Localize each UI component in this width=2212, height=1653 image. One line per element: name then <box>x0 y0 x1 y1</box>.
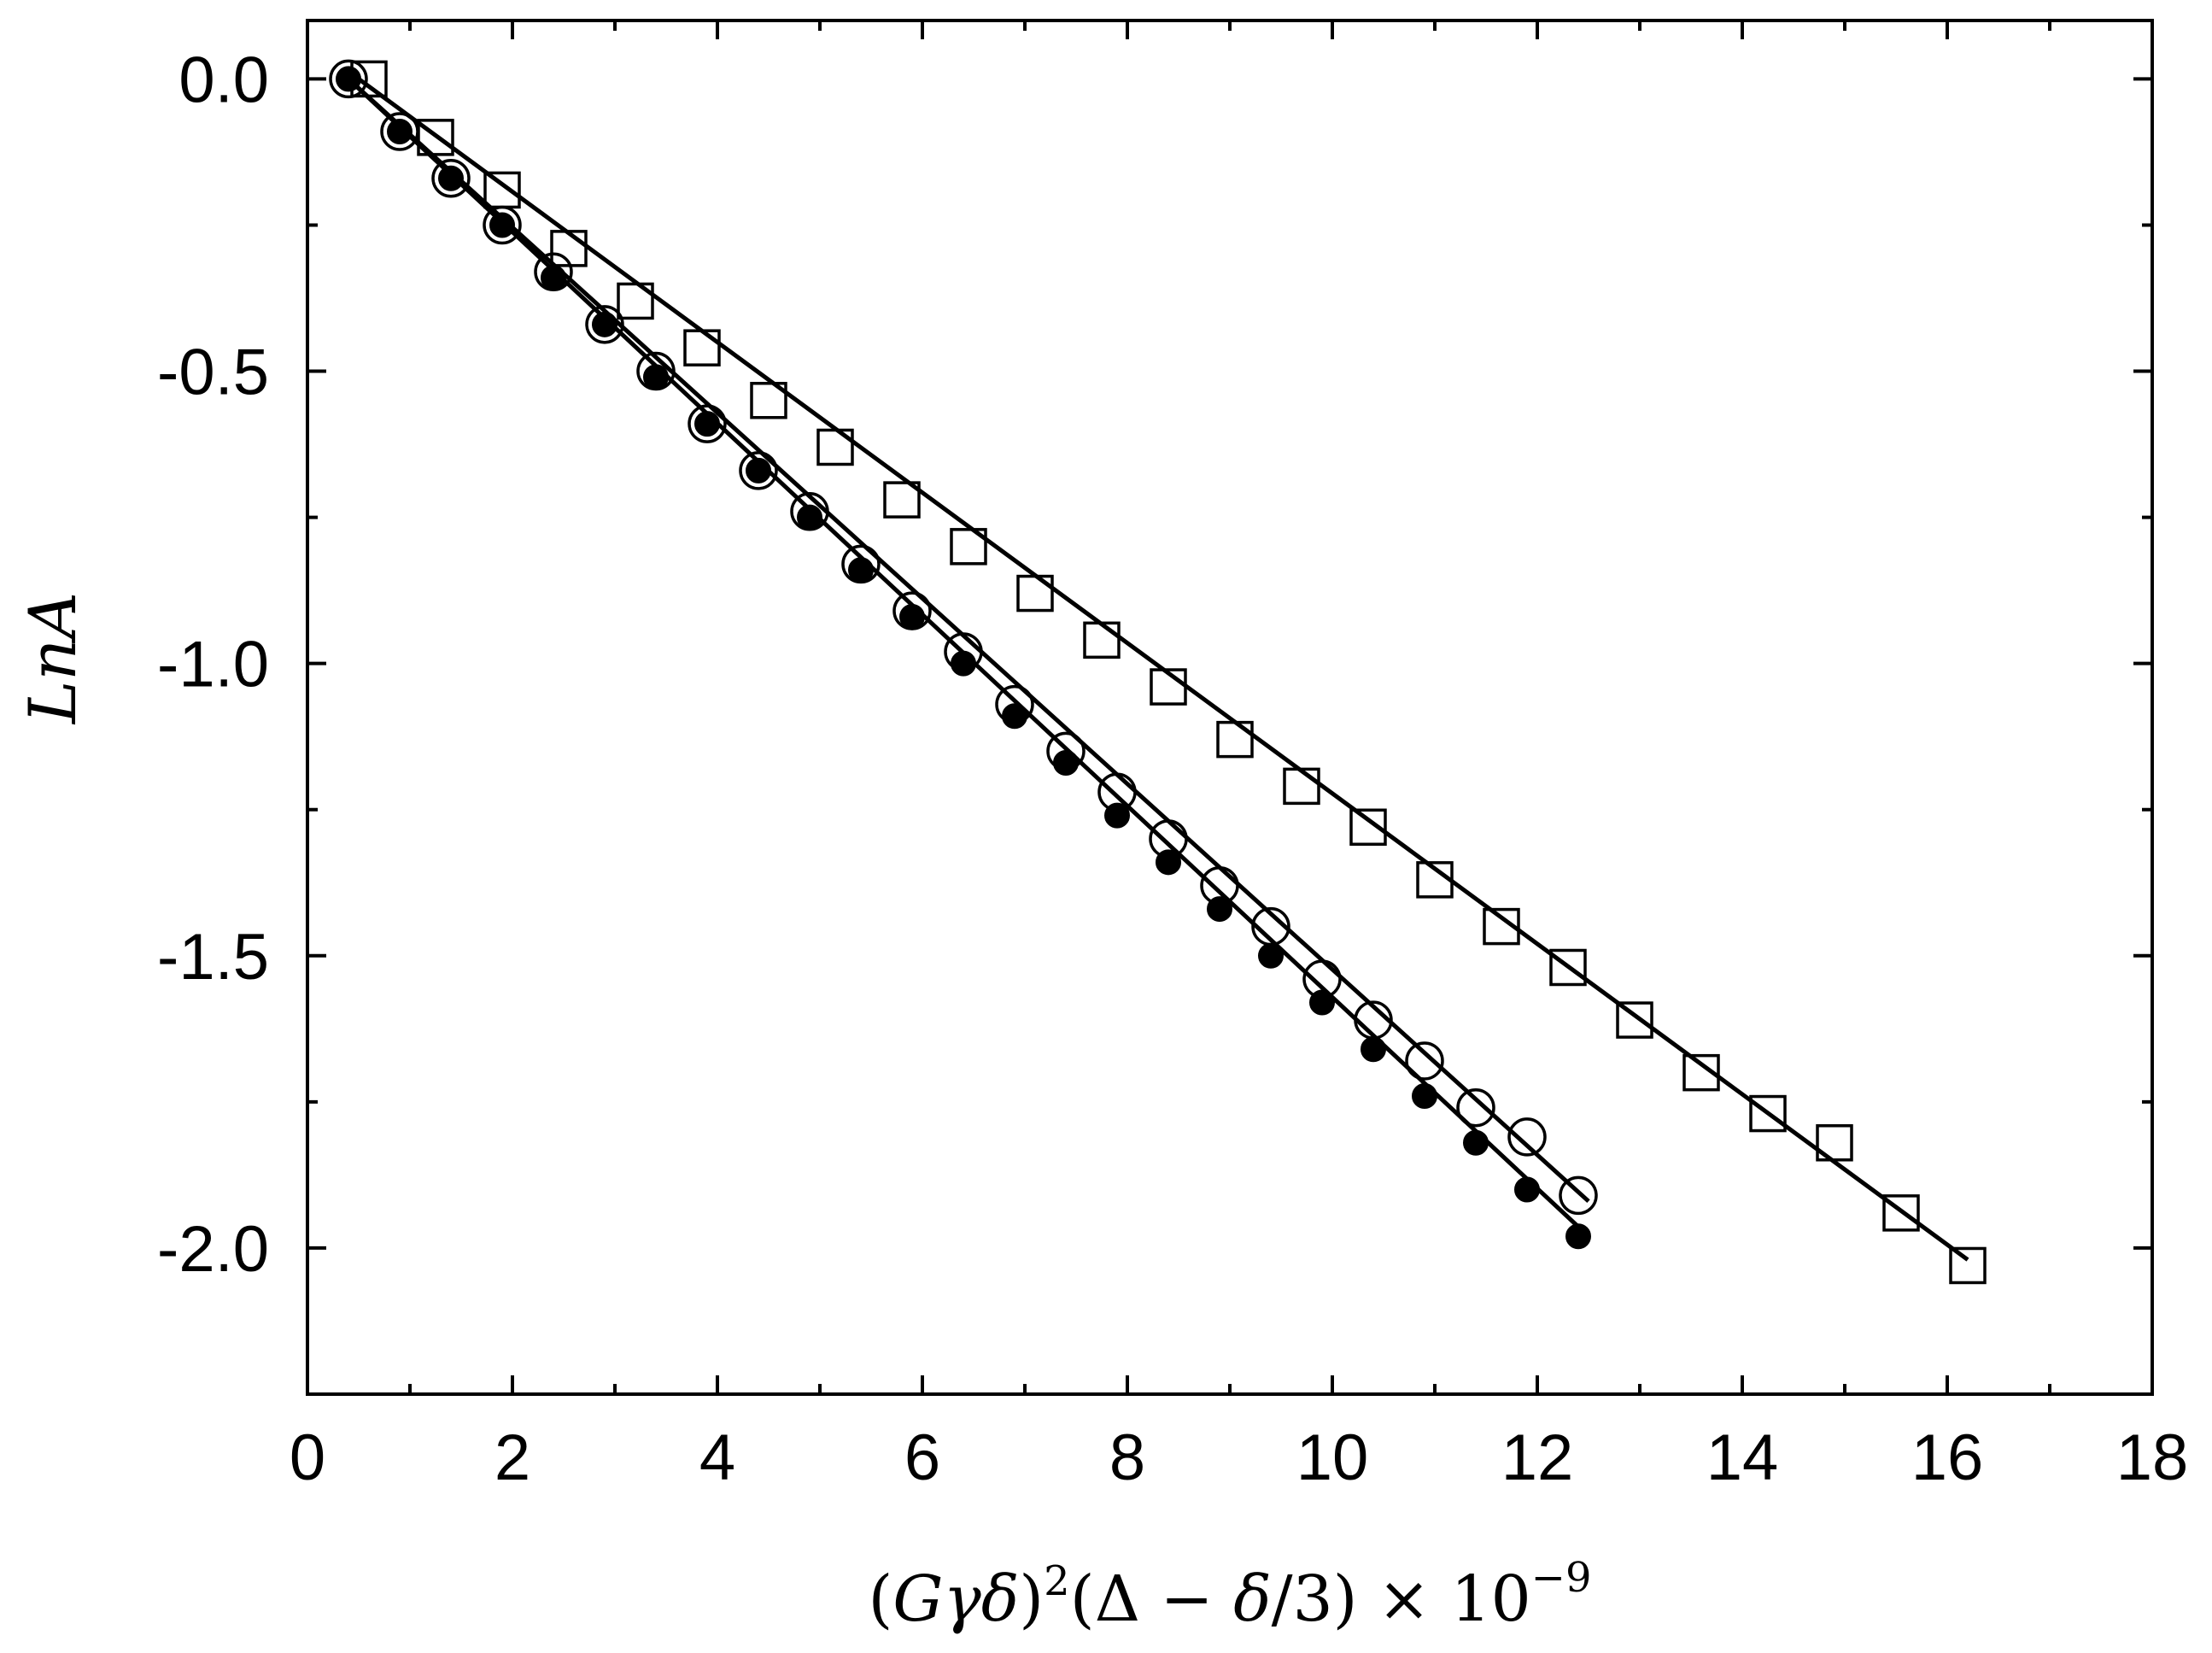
x-tick-label: 8 <box>1109 1421 1145 1494</box>
data-point-square <box>1949 1246 1987 1285</box>
data-point-square <box>883 481 921 519</box>
data-point-open-circle <box>1405 1041 1444 1081</box>
data-point-open-circle <box>688 404 727 443</box>
x-tick-label: 4 <box>699 1421 735 1494</box>
data-point-filled-circle <box>1412 1083 1437 1110</box>
y-tick-label: -1.0 <box>157 629 269 701</box>
x-tick-label: 14 <box>1706 1421 1779 1494</box>
x-tick-label: 12 <box>1501 1421 1574 1494</box>
data-point-filled-circle <box>694 411 720 437</box>
data-point-square <box>417 119 454 156</box>
data-point-filled-circle <box>1361 1036 1386 1063</box>
data-point-open-circle <box>431 158 471 198</box>
data-point-filled-circle <box>541 265 566 291</box>
data-point-filled-circle <box>848 557 874 583</box>
data-points <box>329 59 1987 1285</box>
x-tick-label: 18 <box>2116 1421 2189 1494</box>
data-point-square <box>1416 861 1454 899</box>
data-point-filled-circle <box>1565 1223 1591 1250</box>
data-point-filled-circle <box>643 364 669 390</box>
data-point-filled-circle <box>1463 1129 1489 1156</box>
data-point-square <box>1682 1053 1720 1092</box>
data-point-square <box>1882 1194 1920 1232</box>
data-point-filled-circle <box>746 457 771 484</box>
data-point-open-circle <box>739 451 778 490</box>
data-point-square <box>617 282 654 320</box>
x-tick-label: 0 <box>290 1421 325 1494</box>
data-point-square <box>1150 668 1187 706</box>
data-point-square <box>1483 907 1520 946</box>
data-point-filled-circle <box>951 650 976 677</box>
data-point-open-circle <box>1507 1117 1547 1157</box>
data-point-square <box>950 528 987 566</box>
y-tick-label: 0.0 <box>178 44 269 116</box>
data-point-square <box>1616 1001 1653 1039</box>
data-point-filled-circle <box>592 311 617 337</box>
data-point-square <box>816 428 854 466</box>
data-point-square <box>1216 720 1254 759</box>
data-point-filled-circle <box>1002 703 1027 730</box>
data-point-open-circle <box>329 59 368 99</box>
data-point-square <box>1083 621 1121 659</box>
x-axis-title: (Gγδ)2(Δ − δ/3) × 10−9 <box>869 1554 1592 1636</box>
y-tick-label: -0.5 <box>157 337 269 409</box>
axis-ticks <box>306 21 2154 1394</box>
data-point-filled-circle <box>1514 1176 1540 1203</box>
y-axis-title: LnA <box>15 592 91 725</box>
data-point-square <box>1349 808 1387 847</box>
data-point-filled-circle <box>1053 750 1079 777</box>
data-point-square <box>750 382 787 419</box>
data-point-filled-circle <box>1258 942 1284 969</box>
y-tick-label: -2.0 <box>157 1213 269 1286</box>
x-tick-label: 2 <box>494 1421 530 1494</box>
data-point-filled-circle <box>1104 802 1130 829</box>
data-point-filled-circle <box>1309 989 1335 1016</box>
plot-frame <box>306 19 2154 1396</box>
x-tick-label: 10 <box>1296 1421 1369 1494</box>
fit-line-series-2 <box>347 77 1590 1204</box>
data-point-square <box>1816 1124 1853 1162</box>
data-point-filled-circle <box>336 66 361 92</box>
data-point-square <box>683 329 721 366</box>
data-point-filled-circle <box>899 603 925 630</box>
data-point-open-circle <box>1456 1087 1495 1128</box>
data-point-square <box>1283 767 1320 806</box>
data-point-filled-circle <box>387 119 413 145</box>
data-point-open-circle <box>483 205 522 245</box>
axis-tick-labels: 0 2 4 6 8 10 12 14 16 18 0.0 -0.5 -1.0 -1.5 -2.0 <box>157 44 2188 1494</box>
data-point-filled-circle <box>797 504 822 530</box>
data-point-open-circle <box>1559 1175 1598 1216</box>
data-point-square <box>1749 1094 1787 1133</box>
x-tick-label: 6 <box>904 1421 940 1494</box>
data-point-filled-circle <box>438 165 464 191</box>
data-point-square <box>1016 574 1054 613</box>
y-tick-label: -1.5 <box>157 921 269 994</box>
data-point-filled-circle <box>1207 896 1232 923</box>
data-point-filled-circle <box>489 212 515 238</box>
data-point-square <box>1549 948 1587 987</box>
data-point-open-circle <box>585 305 624 344</box>
x-tick-label: 16 <box>1911 1421 1984 1494</box>
data-point-open-circle <box>380 112 419 151</box>
data-point-filled-circle <box>1156 849 1181 876</box>
